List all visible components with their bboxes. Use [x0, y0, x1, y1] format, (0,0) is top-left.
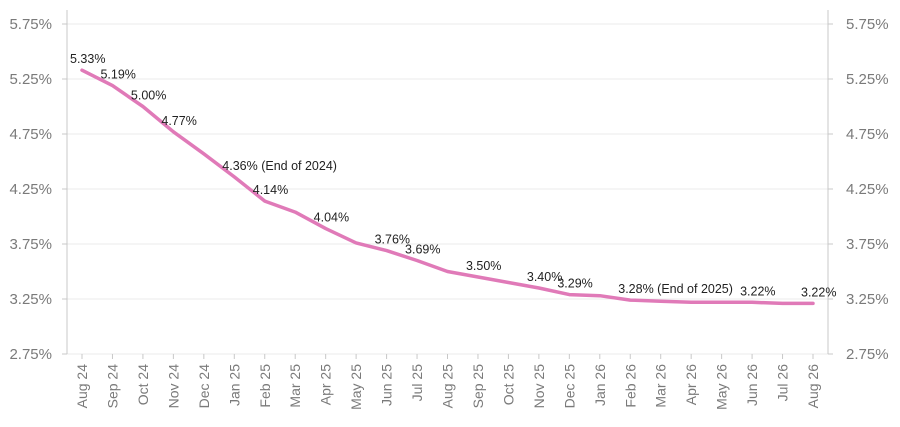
data-label: 3.76% — [375, 233, 410, 247]
x-tick-label: May 25 — [348, 364, 364, 410]
data-label: 5.00% — [131, 89, 166, 103]
x-tick-label: Jul 25 — [409, 364, 425, 402]
x-tick-label: Jan 25 — [226, 364, 242, 406]
y-tick-label-left: 4.25% — [9, 181, 52, 198]
x-tick-label: Dec 25 — [561, 364, 577, 409]
x-tick-label: Oct 24 — [135, 364, 151, 405]
x-tick-label: Dec 24 — [196, 364, 212, 409]
y-tick-label-right: 3.75% — [846, 236, 889, 253]
x-tick-label: Jul 26 — [775, 364, 791, 402]
data-label: 3.22% — [801, 285, 836, 299]
x-tick-label: Apr 25 — [318, 364, 334, 405]
x-tick-label: Aug 25 — [440, 364, 456, 409]
series-group — [80, 68, 815, 306]
x-tick-label: Feb 25 — [257, 364, 273, 408]
data-label: 3.40% — [527, 270, 562, 284]
y-tick-label-left: 4.75% — [9, 126, 52, 143]
x-tick-label: Aug 26 — [805, 364, 821, 409]
y-tick-label-right: 4.25% — [846, 181, 889, 198]
data-label: 3.22% — [740, 284, 775, 298]
y-tick-label-left: 3.75% — [9, 236, 52, 253]
data-label: 3.28% (End of 2025) — [618, 282, 733, 296]
y-tick-label-left: 2.75% — [9, 346, 52, 363]
y-axis-right: 5.75% 5.25% 4.75% 4.25% 3.75% 3.25% 2.75% — [828, 16, 889, 363]
x-tick-label: Aug 24 — [74, 364, 90, 409]
data-label: 4.77% — [161, 114, 196, 128]
y-tick-label-right: 3.25% — [846, 291, 889, 308]
x-tick-label: May 26 — [714, 364, 730, 410]
y-axis-left: 5.75% 5.25% 4.75% 4.25% 3.75% 3.25% 2.75% — [9, 16, 67, 363]
x-tick-label: Nov 24 — [165, 364, 181, 409]
x-tick-label: Apr 26 — [683, 364, 699, 405]
x-tick-label: Mar 26 — [653, 364, 669, 408]
data-label: 5.33% — [70, 52, 105, 66]
x-tick-label: Nov 25 — [531, 364, 547, 409]
data-label: 3.29% — [557, 277, 592, 291]
x-tick-label: Sep 25 — [470, 364, 486, 409]
x-tick-label: Jun 26 — [744, 364, 760, 406]
y-tick-label-left: 3.25% — [9, 291, 52, 308]
y-tick-label-left: 5.25% — [9, 71, 52, 88]
data-label: 4.04% — [314, 211, 349, 225]
data-labels: 5.33% 5.19% 5.00% 4.77% 4.36% (End of 2024) 4… — [70, 52, 836, 299]
data-label: 4.14% — [253, 183, 288, 197]
grid-lines — [67, 23, 828, 355]
data-label: 3.50% — [466, 259, 501, 273]
y-tick-label-right: 4.75% — [846, 126, 889, 143]
data-label: 3.69% — [405, 243, 440, 257]
y-tick-label-right: 2.75% — [846, 346, 889, 363]
y-tick-label-right: 5.25% — [846, 71, 889, 88]
axes — [66, 10, 829, 354]
x-tick-label: Oct 25 — [500, 364, 516, 405]
y-tick-label-right: 5.75% — [846, 16, 889, 33]
x-axis: Aug 24 Sep 24 Oct 24 Nov 24 Dec 24 Jan 25 Feb … — [74, 354, 821, 410]
series-line — [80, 68, 815, 306]
x-tick-label: Jun 25 — [379, 364, 395, 406]
data-label: 5.19% — [100, 68, 135, 82]
x-tick-label: Mar 25 — [287, 364, 303, 408]
y-tick-label-left: 5.75% — [9, 16, 52, 33]
data-label: 4.36% (End of 2024) — [222, 159, 337, 173]
x-tick-label: Sep 24 — [104, 364, 120, 409]
x-tick-label: Jan 26 — [592, 364, 608, 406]
x-tick-label: Feb 26 — [622, 364, 638, 408]
